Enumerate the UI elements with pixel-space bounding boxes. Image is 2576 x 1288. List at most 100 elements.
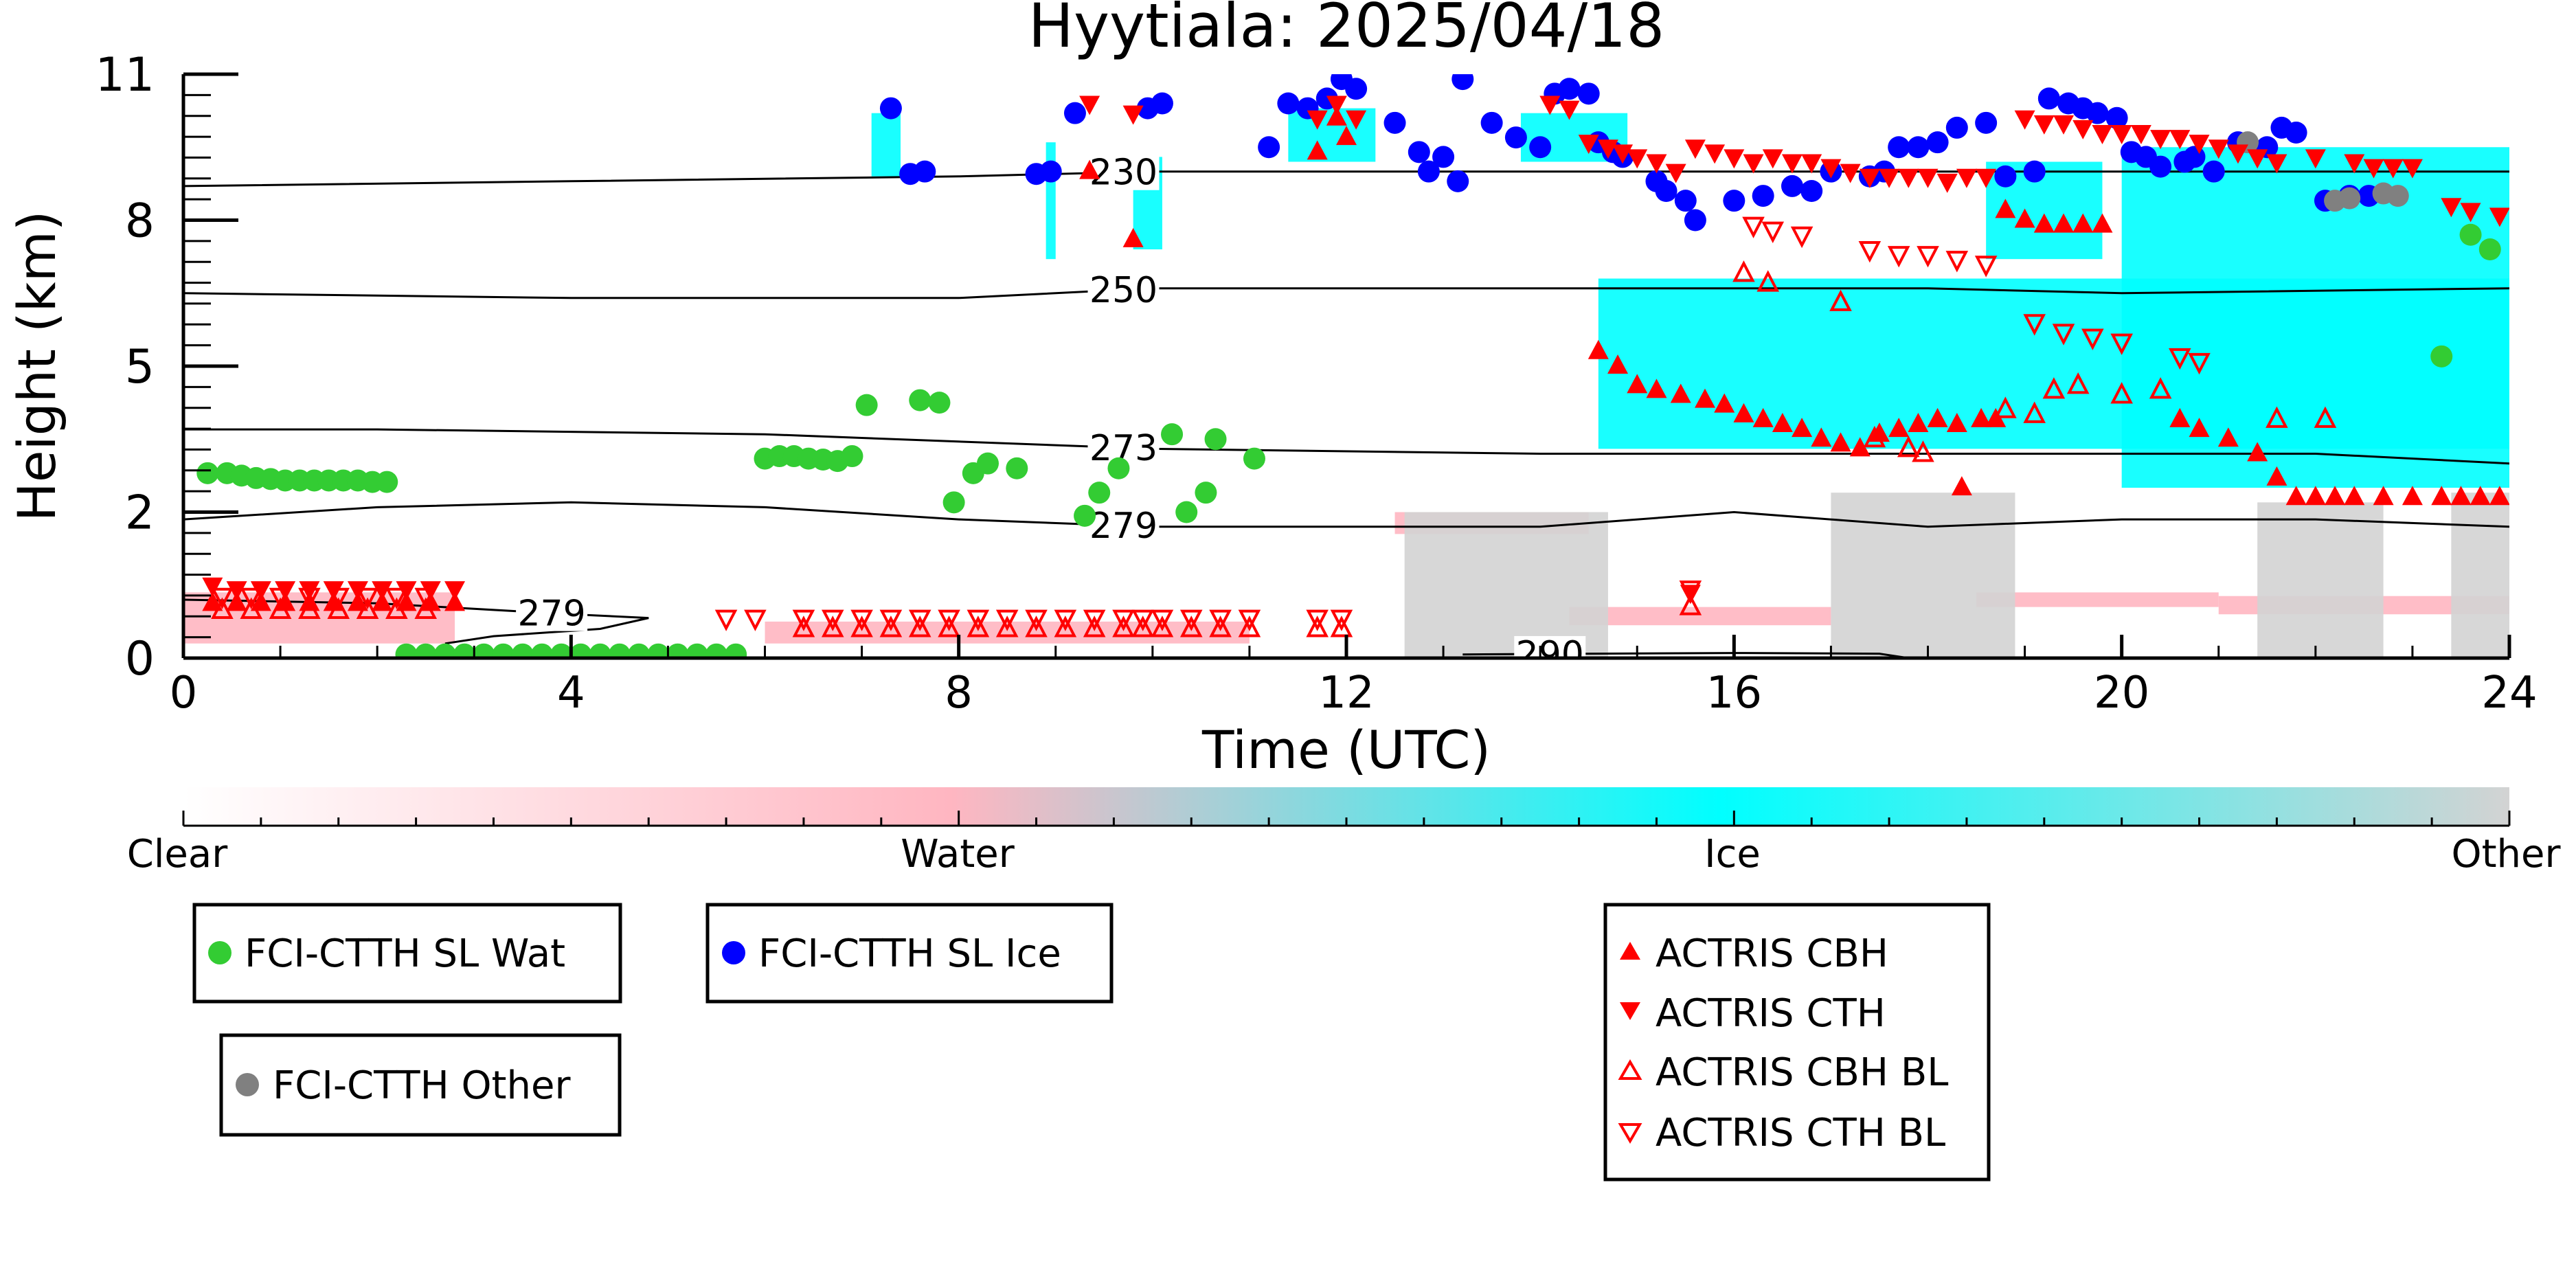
marker-s3-1 — [226, 591, 247, 611]
marker-s3-34 — [1946, 413, 1967, 432]
marker-s3-55 — [2450, 486, 2472, 506]
contour-label-1: 250 — [1089, 270, 1157, 311]
marker-s1-14 — [1383, 111, 1406, 134]
marker-s3-50 — [2325, 486, 2346, 506]
marker-s1-45 — [1994, 165, 2017, 188]
marker-s6-23 — [1151, 609, 1174, 631]
marker-s6-17 — [995, 609, 1019, 631]
marker-s4-36 — [1917, 168, 1939, 188]
marker-s5-12 — [908, 615, 931, 637]
marker-s0-41 — [511, 643, 534, 658]
marker-s3-41 — [2072, 213, 2094, 233]
marker-s4-58 — [2402, 159, 2423, 179]
contour-label-3: 279 — [1089, 506, 1157, 547]
marker-s4-16 — [1539, 95, 1561, 115]
marker-s0-51 — [705, 643, 727, 658]
marker-s5-38 — [2110, 382, 2133, 404]
marker-s0-49 — [666, 643, 689, 658]
colorbar-label-ice: Ice — [1704, 832, 1761, 877]
marker-s3-33 — [1927, 407, 1948, 427]
marker-s5-27 — [1679, 594, 1702, 615]
marker-s5-7 — [414, 597, 438, 619]
contour-label-bg-0 — [1087, 154, 1160, 190]
marker-s5-31 — [1863, 425, 1886, 448]
region-other-2 — [2257, 502, 2384, 658]
marker-s0-45 — [589, 643, 611, 658]
legend-label-wat: FCI-CTTH SL Wat — [245, 931, 565, 976]
marker-s5-20 — [1131, 615, 1155, 637]
marker-s0-36 — [414, 643, 437, 658]
marker-s6-4 — [327, 587, 350, 610]
marker-s0-52 — [725, 643, 747, 658]
marker-s3-26 — [1792, 418, 1813, 438]
region-ice-0 — [871, 113, 901, 177]
marker-s0-32 — [1195, 482, 1217, 504]
marker-s6-34 — [1887, 246, 1910, 268]
marker-s0-48 — [647, 643, 670, 658]
marker-s4-29 — [1781, 154, 1803, 174]
marker-s4-47 — [2150, 130, 2171, 150]
marker-s3-49 — [2305, 486, 2326, 506]
marker-s0-0 — [196, 462, 219, 484]
legend-marker-wat — [208, 941, 231, 964]
legend-marker-cbh-bl — [1618, 1059, 1642, 1080]
marker-s5-8 — [792, 615, 815, 637]
marker-s1-21 — [1504, 126, 1527, 149]
y-tick-label-0: 0 — [125, 632, 155, 686]
marker-s6-30 — [1742, 216, 1765, 238]
marker-s6-6 — [385, 587, 408, 610]
region-water-1 — [765, 621, 1250, 644]
marker-s1-42 — [1926, 131, 1949, 154]
marker-s5-19 — [1112, 615, 1135, 637]
marker-s1-19 — [1451, 74, 1474, 91]
marker-s3-38 — [2014, 208, 2035, 228]
marker-s0-23 — [942, 491, 965, 514]
legend-box-other: FCI-CTTH Other — [219, 1033, 622, 1137]
contour-label-5: 290 — [1516, 634, 1584, 675]
marker-s3-11 — [1079, 159, 1100, 179]
marker-s5-36 — [2042, 377, 2066, 399]
marker-s4-60 — [2460, 203, 2481, 223]
marker-s6-9 — [744, 609, 767, 631]
marker-s0-46 — [608, 643, 631, 658]
marker-s3-7 — [372, 591, 393, 611]
x-tick-label-24: 24 — [2481, 668, 2537, 719]
marker-s3-54 — [2431, 486, 2452, 506]
marker-s4-17 — [1559, 100, 1580, 120]
marker-s4-22 — [1646, 154, 1667, 174]
marker-s1-56 — [2183, 146, 2206, 168]
marker-s6-2 — [269, 587, 292, 610]
marker-s1-15 — [1408, 141, 1430, 163]
marker-s4-61 — [2489, 207, 2509, 227]
marker-s5-1 — [240, 597, 263, 619]
marker-s3-23 — [1733, 403, 1754, 422]
marker-s6-8 — [714, 609, 738, 631]
marker-s5-33 — [1912, 440, 1934, 462]
marker-s6-14 — [908, 609, 931, 631]
marker-s5-11 — [879, 615, 903, 637]
marker-s6-15 — [938, 609, 960, 631]
marker-s4-54 — [2305, 149, 2326, 169]
marker-s0-43 — [550, 643, 573, 658]
marker-s3-25 — [1772, 413, 1793, 432]
legend-marker-other — [236, 1073, 259, 1096]
marker-s0-44 — [569, 643, 592, 658]
marker-s6-25 — [1209, 609, 1232, 631]
marker-s3-10 — [444, 591, 466, 611]
marker-s0-29 — [1107, 457, 1130, 479]
marker-s4-5 — [323, 581, 344, 601]
marker-s3-51 — [2344, 486, 2365, 506]
marker-s5-22 — [1179, 615, 1203, 637]
marker-s0-54 — [2459, 223, 2482, 246]
marker-s4-59 — [2441, 198, 2462, 218]
marker-s4-32 — [1840, 163, 1861, 183]
marker-s0-25 — [976, 452, 999, 475]
marker-s1-8 — [1258, 136, 1280, 159]
marker-s1-34 — [1752, 185, 1774, 207]
colorbar-label-water: Water — [901, 832, 1015, 877]
marker-s6-22 — [1131, 609, 1155, 631]
y-tick-label-2: 2 — [125, 486, 155, 541]
marker-s4-13 — [1307, 110, 1328, 130]
marker-s5-37 — [2066, 372, 2090, 394]
marker-s6-13 — [879, 609, 903, 631]
